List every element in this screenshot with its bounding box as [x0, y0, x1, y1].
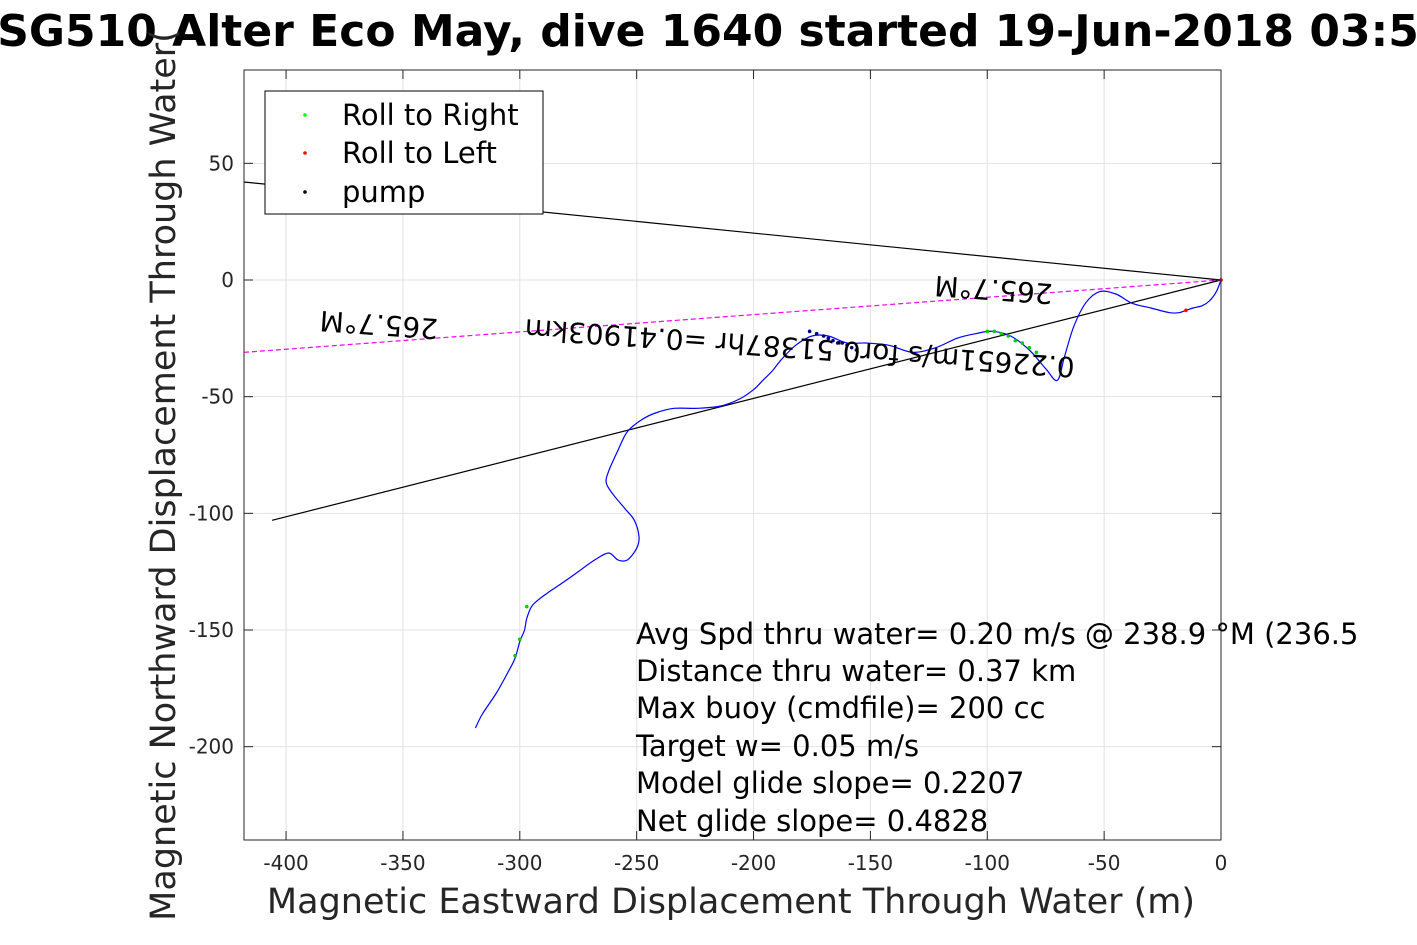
note-target-w: Target w= 0.05 m/s [635, 729, 919, 763]
roll-right-point [1034, 350, 1039, 355]
roll-right-point [1013, 338, 1018, 343]
y-tick-label: -50 [201, 385, 234, 409]
note-net-glide-slope: Net glide slope= 0.4828 [636, 804, 988, 838]
x-tick-label: -150 [848, 851, 893, 875]
y-tick-label: -100 [189, 501, 234, 525]
x-tick-label: -350 [380, 851, 425, 875]
event-points [513, 278, 1223, 658]
pump-point [831, 338, 835, 343]
pump-point [840, 341, 845, 345]
pump-point [821, 334, 826, 338]
note-max-buoy: Max buoy (cmdfile)= 200 cc [636, 691, 1045, 725]
x-tick-label: 0 [1215, 851, 1228, 875]
y-tick-label: -200 [189, 735, 234, 759]
pump-point [835, 341, 840, 345]
roll-right-point [1027, 345, 1032, 350]
roll-right-point [985, 329, 990, 334]
glider-track [474, 279, 1222, 729]
roll-right-point [513, 653, 517, 658]
roll-right-point [999, 331, 1004, 336]
x-axis-label: Magnetic Eastward Displacement Through W… [267, 882, 1195, 922]
y-axis-label: Magnetic Northward Displacement Through … [144, 29, 184, 921]
x-tick-label: -100 [965, 851, 1010, 875]
legend-box [264, 90, 544, 215]
legend-label-roll-right: Roll to Right [342, 98, 519, 132]
roll-right-point [1006, 334, 1011, 338]
note-distance: Distance thru water= 0.37 km [636, 654, 1076, 688]
track-line [474, 279, 1222, 729]
legend-label-roll-left: Roll to Left [342, 136, 497, 170]
pump-point [807, 329, 812, 334]
legend-marker-roll-right [303, 113, 307, 117]
roll-right-point [1020, 341, 1025, 345]
pump-point [845, 343, 849, 348]
legend-marker-roll-left [303, 151, 307, 155]
legend-marker-pump [303, 190, 307, 194]
roll-right-point [525, 604, 529, 609]
roll-right-point [518, 637, 522, 642]
dive-statistics: Avg Spd thru water= 0.20 m/s @ 238.9 °M … [635, 617, 1358, 838]
y-tick-label: -150 [189, 618, 234, 642]
chart-title: SG510 Alter Eco May, dive 1640 started 1… [0, 6, 1417, 57]
roll-right-point [1041, 355, 1046, 359]
y-ticks: 50 0 -50 -100 -150 -200 [189, 151, 1221, 759]
pump-point [854, 348, 859, 352]
y-tick-label: 50 [209, 151, 234, 175]
roll-right-point [992, 329, 997, 334]
plot-frame [243, 69, 1222, 841]
pump-point [826, 336, 831, 341]
reference-line-3 [243, 279, 1222, 353]
x-tick-label: -200 [731, 851, 776, 875]
note-model-glide-slope: Model glide slope= 0.2207 [636, 766, 1024, 800]
x-tick-label: -50 [1088, 851, 1121, 875]
legend: Roll to Right Roll to Left pump [264, 90, 544, 215]
y-tick-label: 0 [221, 268, 234, 292]
x-tick-label: -300 [497, 851, 542, 875]
x-ticks: -400 -350 -300 -250 -200 -150 -100 -50 0 [263, 70, 1227, 875]
legend-label-pump: pump [342, 175, 425, 209]
line-annotation-1: 265.7°M [319, 304, 439, 345]
roll-left-point [1184, 308, 1188, 313]
pump-point [814, 331, 819, 336]
line-annotation-3: 265.7°M [933, 269, 1053, 310]
x-tick-label: -250 [614, 851, 659, 875]
x-tick-label: -400 [263, 851, 308, 875]
note-avg-speed: Avg Spd thru water= 0.20 m/s @ 238.9 °M … [636, 617, 1358, 651]
reference-line-2 [271, 279, 1222, 521]
pump-point [849, 345, 854, 350]
